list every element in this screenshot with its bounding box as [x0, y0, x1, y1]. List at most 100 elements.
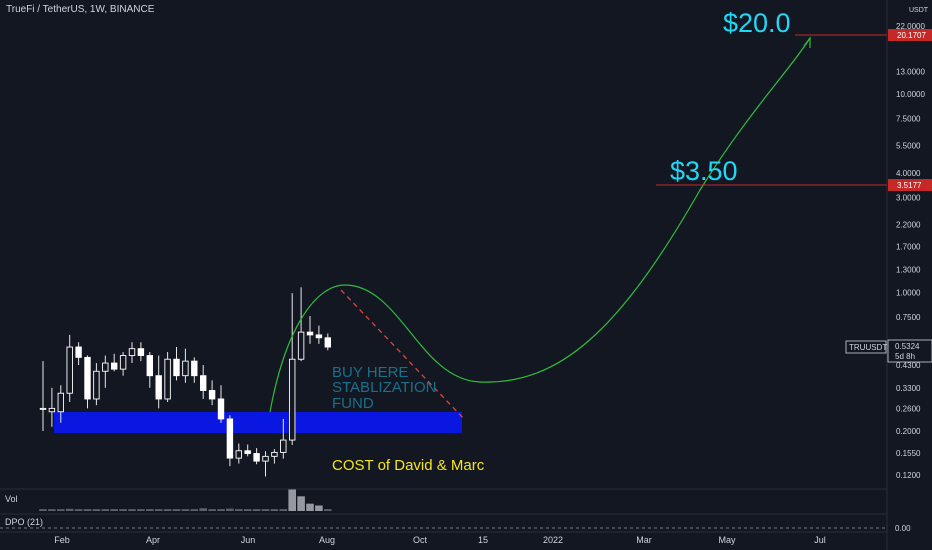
candle-body — [84, 356, 91, 400]
volume-bar — [39, 509, 47, 511]
candle-body — [297, 331, 305, 360]
candle-body — [146, 355, 154, 377]
volume-bar — [101, 509, 110, 511]
candle-body — [217, 398, 225, 420]
buy-here-line1: BUY HERE — [332, 364, 408, 381]
symbol-tag-label: TRUUSDT — [849, 343, 887, 352]
target-20-label: $20.0 — [723, 8, 791, 38]
candle-body — [93, 370, 100, 400]
volume-bar — [252, 509, 261, 511]
dpo-value: 0.00 — [895, 524, 911, 533]
symbol-tag — [845, 340, 887, 354]
volume-bar — [324, 509, 332, 511]
volume-bar — [208, 509, 216, 511]
cost-label: COST of David & Marc — [332, 457, 485, 474]
price-tick-label: 1.3000 — [896, 266, 921, 275]
time-tick-label: Jul — [814, 535, 826, 545]
time-tick-label: 15 — [478, 535, 488, 545]
candle-body — [244, 450, 251, 454]
volume-bar — [128, 509, 136, 511]
candle-body — [164, 358, 171, 400]
candle-body — [75, 346, 82, 358]
time-tick-label: Aug — [319, 535, 335, 545]
price-tick-label: 4.0000 — [896, 169, 921, 178]
candle-body — [102, 362, 109, 372]
candle-body — [280, 439, 287, 453]
volume-bar — [83, 509, 92, 511]
buy-zone-box — [54, 412, 462, 433]
projected-price-path — [269, 37, 811, 413]
candle-body — [289, 358, 296, 441]
candle-body — [235, 450, 243, 459]
price-tick-label: 0.2000 — [896, 427, 921, 436]
time-tick-label: Oct — [413, 535, 428, 545]
tag-red-high — [888, 29, 932, 41]
price-tick-label: 0.3300 — [896, 384, 921, 393]
volume-bar — [243, 509, 252, 511]
candle-body — [48, 407, 56, 413]
volume-bar — [315, 505, 323, 511]
candle-body — [173, 358, 180, 377]
candle-body — [39, 407, 47, 410]
price-tick-label: 10.0000 — [896, 90, 925, 99]
volume-bar — [279, 509, 288, 511]
price-tick-label: 13.0000 — [896, 67, 925, 76]
last-price-tag — [887, 339, 932, 363]
time-axis[interactable]: Feb Apr Jun Aug Oct 15 2022 Mar May Jul — [54, 535, 826, 545]
volume-bar — [137, 509, 145, 511]
price-tick-label: 22.0000 — [896, 22, 925, 31]
volume-bar — [154, 509, 163, 511]
countdown-value: 5d 8h — [895, 352, 915, 361]
price-tick-label: 2.2000 — [896, 220, 921, 229]
candle-body — [110, 362, 118, 370]
volume-bar — [110, 509, 118, 511]
candle-body — [128, 348, 136, 357]
candle-body — [182, 360, 189, 377]
candle-body — [324, 337, 331, 348]
candle-body — [253, 453, 260, 462]
candle-body — [226, 418, 234, 459]
price-tick-label: 1.7000 — [896, 243, 921, 252]
price-tick-label: 0.1550 — [896, 449, 921, 458]
volume-bar — [190, 509, 199, 511]
volume-bar — [92, 509, 101, 511]
volume-bar — [65, 508, 74, 511]
candle-body — [191, 360, 198, 377]
volume-bar — [48, 509, 56, 511]
candle-body — [155, 375, 162, 400]
candle-body — [315, 334, 323, 339]
volume-bar — [199, 508, 207, 511]
volume-bar — [119, 509, 127, 511]
volume-bar — [261, 509, 270, 511]
candle-body — [57, 392, 64, 413]
price-unit-label: USDT — [909, 7, 929, 14]
volume-bar — [217, 509, 225, 511]
volume-bar — [235, 509, 243, 511]
price-tick-label: 0.7500 — [896, 313, 921, 322]
price-tick-label: 5.5000 — [896, 141, 921, 150]
red-dashed-trendline — [340, 289, 466, 421]
chart-title: TrueFi / TetherUS, 1W, BINANCE — [6, 4, 155, 15]
price-tick-label: 7.5000 — [896, 115, 921, 124]
buy-here-line2: STABLIZATION — [332, 379, 436, 396]
time-tick-label: Apr — [146, 535, 160, 545]
volume-label: Vol — [5, 494, 18, 504]
price-tick-label: 3.0000 — [896, 194, 921, 203]
time-tick-label: Feb — [54, 535, 70, 545]
candle-body — [271, 451, 278, 457]
candle-body — [262, 455, 269, 462]
volume-bar — [297, 496, 305, 511]
price-tick-label: 1.0000 — [896, 288, 921, 297]
candle-body — [306, 331, 314, 336]
price-tick-label: 0.2600 — [896, 404, 921, 413]
tag-red-mid-value: 3.5177 — [897, 181, 922, 190]
time-tick-label: 2022 — [543, 535, 563, 545]
target-350-label: $3.50 — [670, 156, 738, 186]
time-tick-label: Jun — [241, 535, 256, 545]
volume-bar — [172, 509, 181, 511]
volume-bar — [226, 508, 234, 511]
price-axis[interactable]: 22.0000 13.0000 10.0000 7.5000 5.5000 4.0000 3… — [896, 7, 929, 480]
candle-body — [66, 346, 73, 394]
arrow-head — [803, 36, 811, 48]
